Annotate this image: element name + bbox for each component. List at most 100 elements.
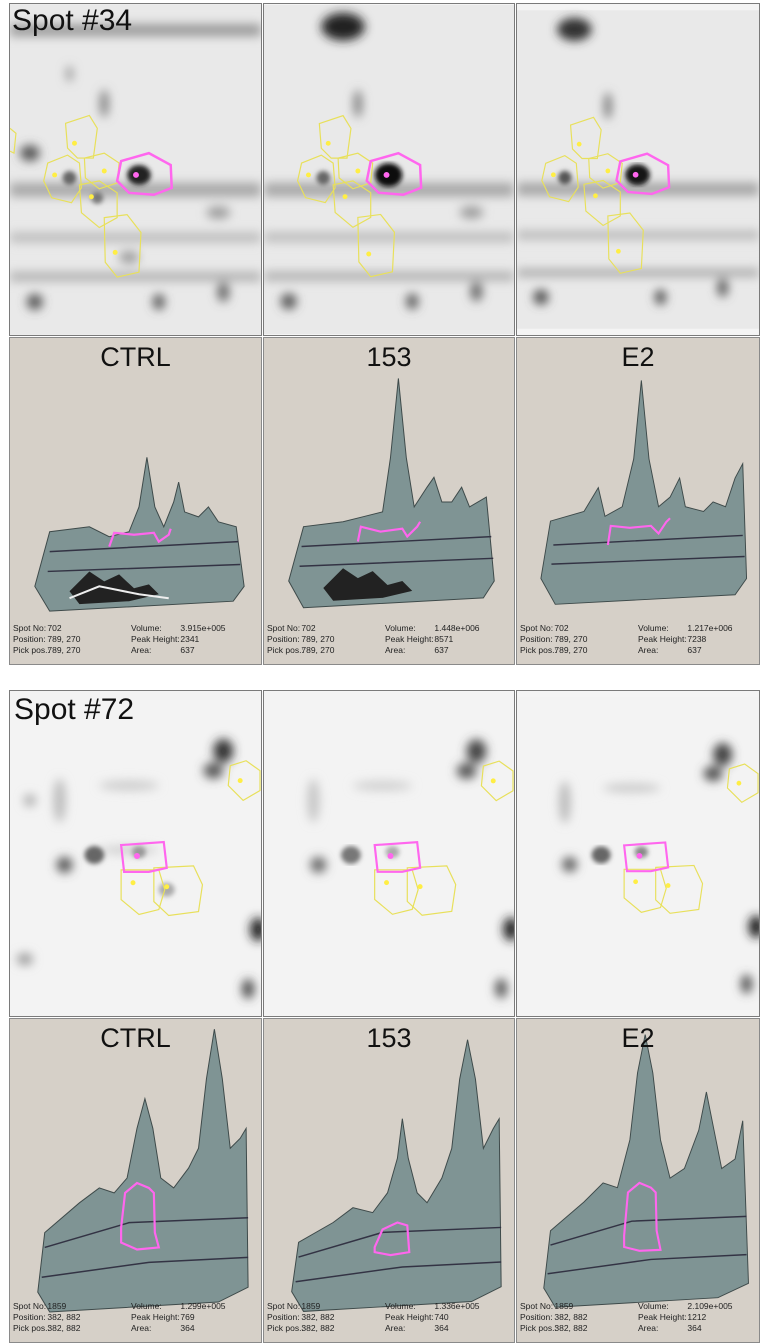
gel-image-e2-spot72 — [516, 690, 760, 1017]
gel-image-153-spot72 — [263, 690, 515, 1017]
spot-no-label: Spot No: — [520, 623, 554, 633]
pick-pos-label: Pick pos.: — [267, 1323, 304, 1333]
pick-pos-value: 789, 270 — [301, 645, 335, 655]
position-value: 382, 882 — [554, 1312, 588, 1322]
gel-image-e2-spot34 — [516, 3, 760, 336]
spot-no-label: Spot No: — [13, 623, 47, 633]
volume-value: 1.299e+005 — [180, 1301, 226, 1311]
spot-info: Spot No: 1859 Position: 382, 882 Pick po… — [267, 1301, 511, 1339]
position-value: 789, 270 — [301, 634, 335, 644]
surface-e2-spot34-graphic — [540, 380, 748, 605]
position-label: Position: — [267, 1312, 300, 1322]
surface-plot-e2-spot72: E2 Spot No: 1859 Position: 382, 882 Pick… — [516, 1018, 760, 1343]
pick-pos-value: 382, 882 — [301, 1323, 335, 1333]
condition-label: E2 — [621, 342, 655, 372]
area-value: 364 — [434, 1323, 449, 1333]
peak-height-value: 1212 — [687, 1312, 707, 1322]
volume-label: Volume: — [131, 623, 162, 633]
volume-label: Volume: — [131, 1301, 162, 1311]
pick-pos-value: 382, 882 — [554, 1323, 588, 1333]
area-value: 637 — [434, 645, 449, 655]
area-value: 364 — [687, 1323, 702, 1333]
gel-image-ctrl-spot72: Spot #72 — [9, 690, 262, 1017]
volume-value: 3.915e+005 — [180, 623, 226, 633]
surface-153-spot34-graphic — [288, 378, 495, 609]
pick-pos-value: 789, 270 — [47, 645, 81, 655]
volume-value: 2.109e+005 — [687, 1301, 733, 1311]
area-label: Area: — [638, 1323, 659, 1333]
spot-label: Spot #72 — [14, 693, 135, 726]
volume-value: 1.217e+006 — [687, 623, 733, 633]
volume-label: Volume: — [385, 623, 416, 633]
surface-plot-153-spot34: 153 Spot No: 702 Position: 789, 270 Pick… — [263, 337, 515, 665]
peak-height-value: 740 — [434, 1312, 449, 1322]
volume-value: 1.336e+005 — [434, 1301, 480, 1311]
gel-ctrl-spot72-graphic — [10, 691, 261, 1016]
volume-label: Volume: — [638, 1301, 669, 1311]
surface-e2-spot72-graphic — [543, 1034, 749, 1308]
volume-label: Volume: — [385, 1301, 416, 1311]
spot-no-value: 702 — [554, 623, 569, 633]
position-value: 382, 882 — [301, 1312, 335, 1322]
spot-no-value: 1859 — [301, 1301, 321, 1311]
spot-no-value: 702 — [47, 623, 62, 633]
position-value: 789, 270 — [47, 634, 81, 644]
condition-label: CTRL — [100, 342, 171, 372]
peak-height-label: Peak Height: — [638, 634, 687, 644]
spot-no-value: 1859 — [47, 1301, 67, 1311]
position-label: Position: — [13, 634, 46, 644]
pick-pos-label: Pick pos.: — [520, 645, 557, 655]
gel-ctrl-spot34-graphic — [10, 4, 261, 335]
surface-ctrl-spot34-graphic — [34, 457, 245, 612]
peak-height-label: Peak Height: — [385, 1312, 434, 1322]
volume-label: Volume: — [638, 623, 669, 633]
surface-ctrl-spot72-graphic — [37, 1029, 249, 1313]
spot-info: Spot No: 702 Position: 789, 270 Pick pos… — [520, 623, 756, 661]
spot-no-value: 1859 — [554, 1301, 574, 1311]
position-value: 382, 882 — [47, 1312, 81, 1322]
peak-height-label: Peak Height: — [638, 1312, 687, 1322]
spot-label: Spot #34 — [12, 4, 133, 37]
peak-height-label: Peak Height: — [131, 634, 180, 644]
peak-height-value: 769 — [180, 1312, 195, 1322]
position-value: 789, 270 — [554, 634, 588, 644]
pick-pos-label: Pick pos.: — [520, 1323, 557, 1333]
spot-no-label: Spot No: — [267, 623, 301, 633]
area-value: 637 — [687, 645, 702, 655]
condition-label: E2 — [621, 1023, 655, 1053]
pick-pos-label: Pick pos.: — [13, 1323, 50, 1333]
volume-value: 1.448e+006 — [434, 623, 480, 633]
area-label: Area: — [385, 645, 406, 655]
peak-height-value: 8571 — [434, 634, 454, 644]
position-label: Position: — [520, 1312, 553, 1322]
pick-pos-value: 789, 270 — [554, 645, 588, 655]
gel-image-153-spot34 — [263, 3, 515, 336]
spot-no-label: Spot No: — [267, 1301, 301, 1311]
surface-plot-e2-spot34: E2 Spot No: 702 Position: 789, 270 Pick … — [516, 337, 760, 665]
condition-label: 153 — [366, 342, 412, 372]
area-value: 364 — [180, 1323, 195, 1333]
gel-e2-spot34-graphic — [517, 10, 759, 329]
condition-label: CTRL — [100, 1023, 171, 1053]
spot-info: Spot No: 1859 Position: 382, 882 Pick po… — [13, 1301, 258, 1339]
peak-height-value: 7238 — [687, 634, 707, 644]
position-label: Position: — [13, 1312, 46, 1322]
area-label: Area: — [131, 1323, 152, 1333]
surface-plot-ctrl-spot34: CTRL Spot No: 702 Position: 789, 270 Pic… — [9, 337, 262, 665]
position-label: Position: — [520, 634, 553, 644]
surface-153-spot72-graphic — [291, 1039, 502, 1312]
spot-no-value: 702 — [301, 623, 316, 633]
gel-e2-spot72-graphic — [517, 697, 759, 1010]
surface-plot-ctrl-spot72: CTRL Spot No: 1859 Position: 382, 882 Pi… — [9, 1018, 262, 1343]
spot-info: Spot No: 702 Position: 789, 270 Pick pos… — [13, 623, 258, 661]
gel-image-ctrl-spot34: Spot #34 — [9, 3, 262, 336]
condition-label: 153 — [366, 1023, 412, 1053]
spot-no-label: Spot No: — [13, 1301, 47, 1311]
area-label: Area: — [385, 1323, 406, 1333]
surface-plot-153-spot72: 153 Spot No: 1859 Position: 382, 882 Pic… — [263, 1018, 515, 1343]
spot-info: Spot No: 702 Position: 789, 270 Pick pos… — [267, 623, 511, 661]
position-label: Position: — [267, 634, 300, 644]
area-label: Area: — [638, 645, 659, 655]
peak-height-label: Peak Height: — [131, 1312, 180, 1322]
spot-no-label: Spot No: — [520, 1301, 554, 1311]
